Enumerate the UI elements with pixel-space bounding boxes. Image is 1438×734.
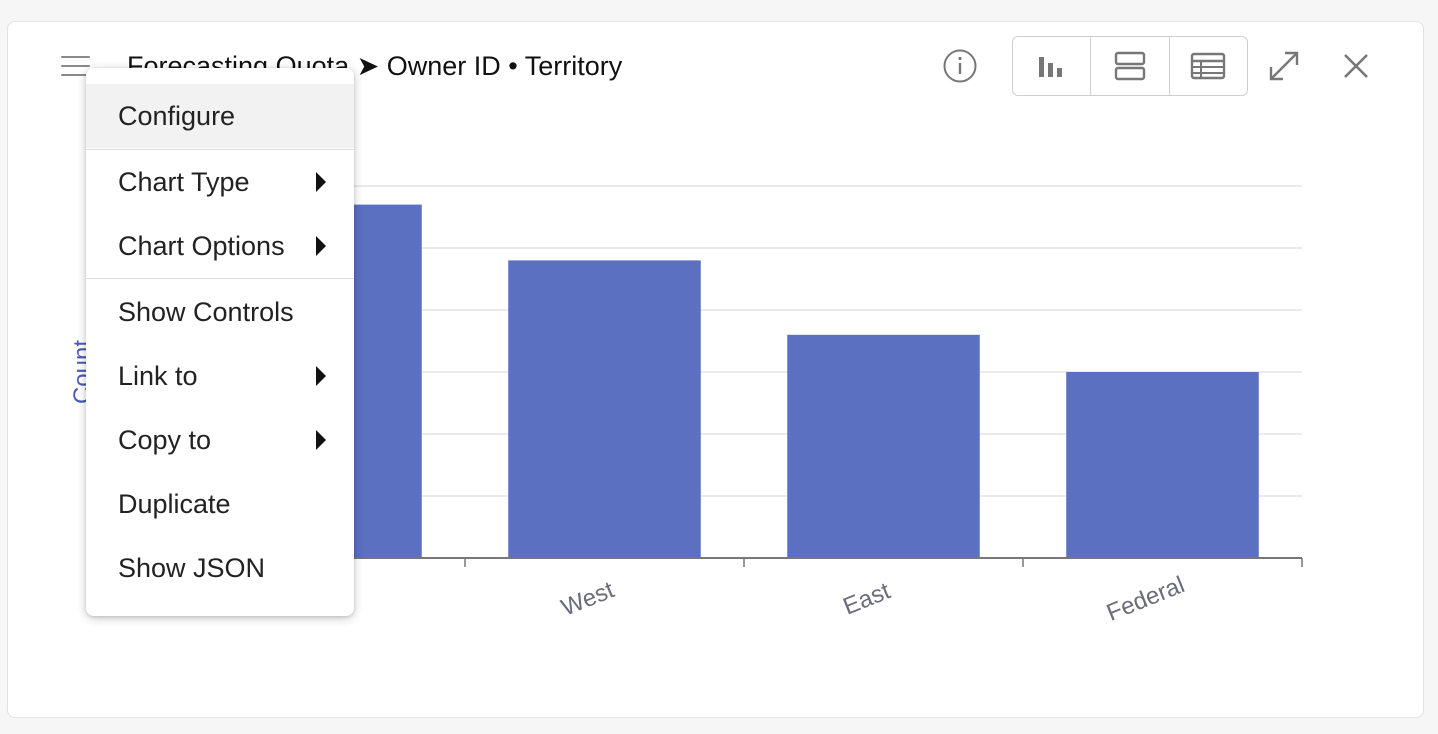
menu-icon: [54, 45, 96, 87]
chart-view-button[interactable]: [1013, 37, 1092, 95]
menu-item-label: Duplicate: [118, 488, 231, 519]
menu-item-chart-type[interactable]: Chart Type: [86, 150, 354, 214]
menu-divider: [86, 278, 354, 279]
menu-item-link-to[interactable]: Link to: [86, 344, 354, 408]
menu-item-label: Show JSON: [118, 552, 266, 583]
menu-item-label: Link to: [118, 360, 198, 391]
table-view-button[interactable]: [1170, 37, 1247, 95]
bar-east: [787, 334, 980, 558]
view-toggle-group: [1012, 36, 1248, 96]
split-view-icon: [1114, 51, 1146, 81]
submenu-arrow-icon: [316, 236, 326, 256]
expand-icon: [1269, 51, 1299, 81]
info-icon: [943, 49, 977, 83]
submenu-arrow-icon: [316, 430, 326, 450]
menu-item-label: Show Controls: [118, 296, 294, 327]
menu-divider: [86, 149, 354, 150]
bar-federal: [1066, 372, 1259, 558]
menu-item-label: Chart Options: [118, 230, 285, 261]
split-view-button[interactable]: [1091, 37, 1170, 95]
menu-item-duplicate[interactable]: Duplicate: [86, 472, 354, 536]
x-tick-label: Federal: [1103, 571, 1189, 627]
table-icon: [1191, 52, 1226, 80]
menu-item-label: Chart Type: [118, 166, 250, 197]
close-button[interactable]: [1334, 44, 1378, 88]
x-tick-label: West: [557, 576, 618, 621]
expand-button[interactable]: [1262, 44, 1306, 88]
submenu-arrow-icon: [316, 172, 326, 192]
menu-item-copy-to[interactable]: Copy to: [86, 408, 354, 472]
chart-context-menu: Configure Chart Type Chart Options Show …: [86, 68, 354, 616]
menu-item-label: Copy to: [118, 424, 212, 455]
close-icon: [1344, 54, 1368, 78]
menu-item-show-controls[interactable]: Show Controls: [86, 280, 354, 344]
menu-button[interactable]: [54, 45, 96, 87]
bar-west: [508, 260, 701, 558]
menu-item-label: Configure: [118, 100, 236, 131]
submenu-arrow-icon: [316, 366, 326, 386]
menu-item-show-json[interactable]: Show JSON: [86, 536, 354, 600]
info-button[interactable]: [938, 44, 982, 88]
menu-item-chart-options[interactable]: Chart Options: [86, 214, 354, 278]
bar-chart-icon: [1038, 57, 1062, 77]
x-tick-label: East: [839, 577, 894, 620]
menu-item-configure[interactable]: Configure: [86, 84, 354, 148]
